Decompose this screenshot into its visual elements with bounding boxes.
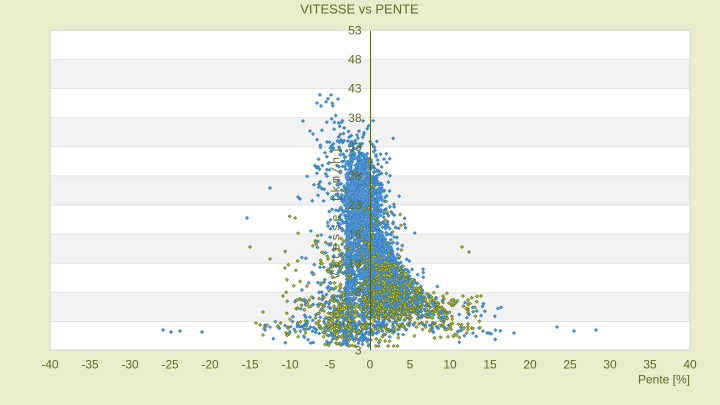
svg-text:Pente [%]: Pente [%]: [638, 373, 690, 387]
svg-text:23: 23: [348, 198, 362, 212]
svg-text:Vitesse [km/h]: Vitesse [km/h]: [330, 145, 344, 279]
svg-text:VITESSE vs PENTE: VITESSE vs PENTE: [300, 2, 419, 17]
svg-text:-15: -15: [241, 358, 259, 372]
svg-text:-25: -25: [161, 358, 179, 372]
svg-text:40: 40: [683, 358, 697, 372]
svg-text:5: 5: [407, 358, 414, 372]
svg-text:0: 0: [367, 358, 374, 372]
svg-text:18: 18: [348, 227, 362, 241]
svg-text:43: 43: [348, 82, 362, 96]
svg-text:15: 15: [483, 358, 497, 372]
svg-text:38: 38: [348, 111, 362, 125]
svg-text:53: 53: [348, 23, 362, 37]
svg-text:-40: -40: [41, 358, 59, 372]
svg-text:8: 8: [355, 286, 362, 300]
svg-text:35: 35: [643, 358, 657, 372]
svg-text:25: 25: [563, 358, 577, 372]
svg-text:13: 13: [348, 256, 362, 270]
svg-text:-10: -10: [281, 358, 299, 372]
svg-text:-5: -5: [325, 358, 336, 372]
svg-text:30: 30: [603, 358, 617, 372]
svg-text:33: 33: [348, 140, 362, 154]
svg-text:3: 3: [355, 343, 362, 357]
svg-text:20: 20: [523, 358, 537, 372]
svg-text:10: 10: [443, 358, 457, 372]
svg-text:-30: -30: [121, 358, 139, 372]
svg-text:-20: -20: [201, 358, 219, 372]
svg-text:48: 48: [348, 53, 362, 67]
svg-text:-35: -35: [81, 358, 99, 372]
svg-text:28: 28: [348, 169, 362, 183]
